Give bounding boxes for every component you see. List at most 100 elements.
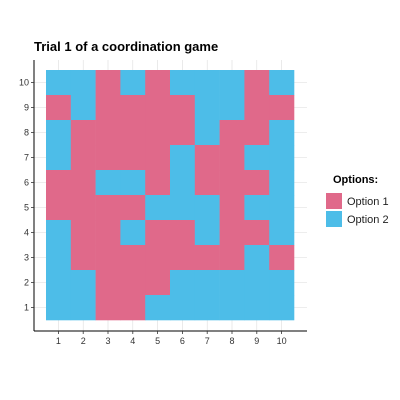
heatmap-cell: [194, 170, 220, 196]
heatmap-cell: [219, 145, 245, 171]
heatmap-cell: [170, 120, 196, 146]
heatmap-cell: [244, 245, 270, 271]
heatmap-cell: [219, 120, 245, 146]
heatmap-cell: [170, 220, 196, 246]
heatmap-cell: [170, 245, 196, 271]
heatmap-cell: [244, 70, 270, 96]
heatmap-cell: [145, 170, 171, 196]
heatmap-cell: [120, 220, 146, 246]
heatmap-cell: [70, 270, 96, 296]
y-tick-label: 2: [24, 278, 29, 288]
heatmap-cell: [145, 95, 171, 121]
heatmap-cell: [120, 145, 146, 171]
heatmap-cell: [145, 245, 171, 271]
heatmap-cell: [170, 195, 196, 221]
heatmap-cell: [145, 70, 171, 96]
heatmap-cell: [120, 270, 146, 296]
heatmap-cell: [145, 220, 171, 246]
x-tick-label: 4: [130, 336, 135, 346]
heatmap-cell: [269, 170, 295, 196]
heatmap-cell: [269, 95, 295, 121]
heatmap-cell: [170, 95, 196, 121]
heatmap-cell: [70, 70, 96, 96]
heatmap-cell: [170, 145, 196, 171]
heatmap-cell: [120, 245, 146, 271]
heatmap-cell: [46, 120, 72, 146]
heatmap-cell: [269, 120, 295, 146]
heatmap-cell: [70, 245, 96, 271]
heatmap-cell: [269, 195, 295, 221]
heatmap-cell: [194, 245, 220, 271]
heatmap-cell: [95, 170, 121, 196]
legend-title: Options:: [333, 174, 378, 186]
heatmap-cell: [46, 195, 72, 221]
heatmap-cell: [120, 70, 146, 96]
x-tick-label: 6: [180, 336, 185, 346]
heatmap-cell: [244, 295, 270, 321]
heatmap-cell: [219, 245, 245, 271]
heatmap-cell: [46, 245, 72, 271]
heatmap-cell: [95, 120, 121, 146]
heatmap-cell: [244, 220, 270, 246]
heatmap-cell: [244, 195, 270, 221]
y-tick-label: 3: [24, 253, 29, 263]
x-tick-label: 9: [254, 336, 259, 346]
heatmap-cell: [219, 95, 245, 121]
heatmap-cell: [95, 95, 121, 121]
heatmap-cell: [95, 145, 121, 171]
heatmap-cell: [219, 295, 245, 321]
legend-label: Option 1: [347, 196, 389, 208]
heatmap-cell: [120, 295, 146, 321]
heatmap-cell: [95, 270, 121, 296]
heatmap-cell: [120, 120, 146, 146]
heatmap-cell: [269, 145, 295, 171]
heatmap-cell: [219, 170, 245, 196]
legend-label: Option 2: [347, 214, 389, 226]
x-tick-label: 1: [56, 336, 61, 346]
heatmap-cell: [70, 120, 96, 146]
heatmap-cell: [244, 95, 270, 121]
heatmap-cell: [70, 170, 96, 196]
x-tick-label: 3: [105, 336, 110, 346]
y-tick-label: 10: [19, 78, 29, 88]
x-tick-label: 7: [205, 336, 210, 346]
heatmap-cell: [194, 195, 220, 221]
y-tick-label: 8: [24, 128, 29, 138]
heatmap-cell: [219, 70, 245, 96]
y-tick-label: 5: [24, 203, 29, 213]
heatmap-cell: [244, 270, 270, 296]
y-tick-label: 4: [24, 228, 29, 238]
heatmap-cell: [145, 295, 171, 321]
heatmap-cell: [194, 120, 220, 146]
heatmap-cell: [46, 220, 72, 246]
heatmap-cell: [170, 70, 196, 96]
heatmap-cell: [70, 195, 96, 221]
y-tick-label: 9: [24, 103, 29, 113]
heatmap-cell: [170, 295, 196, 321]
heatmap-cell: [269, 70, 295, 96]
heatmap-cell: [244, 170, 270, 196]
heatmap-cell: [95, 295, 121, 321]
heatmap-cell: [269, 270, 295, 296]
heatmap-cell: [95, 220, 121, 246]
heatmap-cell: [244, 120, 270, 146]
x-tick-label: 5: [155, 336, 160, 346]
heatmap-cell: [194, 145, 220, 171]
heatmap-cell: [145, 195, 171, 221]
y-tick-label: 1: [24, 303, 29, 313]
heatmap-cell: [95, 195, 121, 221]
heatmap-cell: [46, 70, 72, 96]
heatmap-cell: [170, 170, 196, 196]
heatmap-cell: [145, 120, 171, 146]
heatmap-cell: [70, 95, 96, 121]
heatmap-cell: [46, 95, 72, 121]
heatmap-cell: [269, 220, 295, 246]
legend-key: [326, 193, 342, 209]
heatmap-cell: [95, 245, 121, 271]
heatmap-cell: [46, 145, 72, 171]
heatmap-cell: [194, 270, 220, 296]
heatmap-cell: [70, 220, 96, 246]
heatmap-cells: [46, 70, 295, 321]
heatmap-cell: [194, 70, 220, 96]
x-tick-label: 2: [81, 336, 86, 346]
